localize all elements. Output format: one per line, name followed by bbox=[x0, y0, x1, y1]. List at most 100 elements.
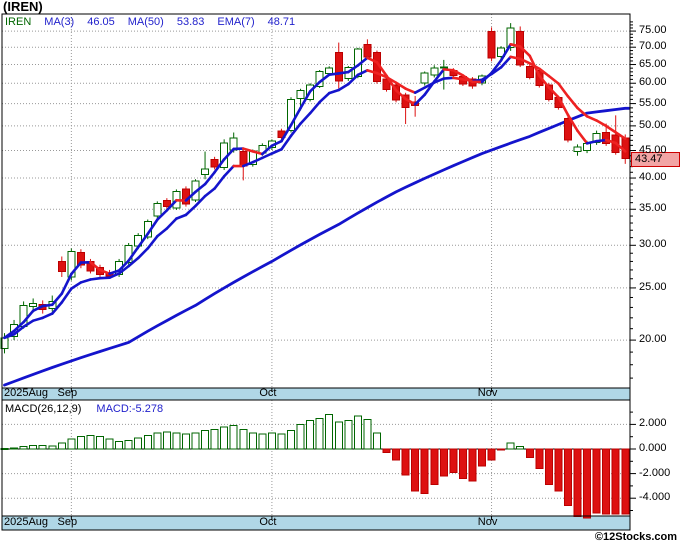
candle bbox=[334, 52, 343, 82]
candle bbox=[420, 72, 429, 84]
macd-bar-up bbox=[220, 426, 229, 450]
macd-bar-down bbox=[487, 448, 496, 461]
candle bbox=[153, 202, 162, 217]
ema7-line-segment bbox=[308, 100, 321, 115]
macd-bar-up bbox=[67, 438, 76, 450]
ma3-line-segment bbox=[327, 72, 341, 76]
ema7-line-segment bbox=[146, 234, 159, 250]
candle bbox=[296, 89, 305, 100]
macd-bar-up bbox=[191, 432, 200, 450]
macd-bar-up bbox=[201, 430, 210, 450]
macd-bar-down bbox=[449, 448, 458, 473]
site-credit: ©12Stocks.com bbox=[594, 531, 677, 543]
macd-bar-up bbox=[296, 423, 305, 450]
ma3-line-segment bbox=[528, 54, 541, 78]
ema7-line-segment bbox=[156, 227, 169, 238]
ma3-line-segment bbox=[452, 68, 465, 77]
ema7-line-segment bbox=[60, 287, 73, 304]
macd-bar-up bbox=[248, 432, 257, 450]
year-label: 2025Aug bbox=[4, 387, 49, 399]
macd-bar-down bbox=[592, 448, 601, 514]
ma3-line-segment bbox=[289, 106, 302, 127]
date-strip-lower bbox=[1, 515, 631, 531]
macd-legend-value: MACD:-5.278 bbox=[96, 403, 164, 415]
ma3-line-segment bbox=[366, 56, 379, 64]
price-tick-label: 20.00 bbox=[639, 333, 667, 346]
macd-bar-up bbox=[115, 441, 124, 450]
ema7-line-segment bbox=[98, 276, 111, 280]
macd-bar-up bbox=[0, 447, 9, 451]
ma3-line-segment bbox=[614, 141, 627, 153]
ema7-line-segment bbox=[337, 82, 350, 92]
month-label-oct: Oct bbox=[259, 516, 277, 528]
ema7-line-segment bbox=[566, 95, 579, 110]
ma3-line-segment bbox=[480, 71, 493, 84]
ema7-line-segment bbox=[346, 73, 360, 86]
candle bbox=[201, 168, 210, 176]
ema7-line-segment bbox=[356, 69, 369, 77]
ema7-line-segment bbox=[70, 281, 83, 290]
macd-panel-border bbox=[1, 399, 631, 517]
ma3-line-segment bbox=[108, 269, 121, 276]
ema7-line-segment bbox=[404, 87, 417, 94]
ema7-line-segment bbox=[251, 156, 264, 164]
month-label-nov: Nov bbox=[477, 516, 498, 528]
legend-ma50-label: MA(50) bbox=[127, 16, 164, 28]
price-tick-label: 45.00 bbox=[639, 143, 667, 156]
ma3-line-segment bbox=[308, 80, 321, 93]
candle bbox=[29, 302, 38, 307]
ema7-line-segment bbox=[518, 57, 532, 65]
price-tick-label: 50.00 bbox=[639, 118, 667, 131]
legend-ema7-label: EMA(7) bbox=[217, 16, 255, 28]
macd-bar-up bbox=[516, 446, 525, 450]
macd-bar-up bbox=[353, 415, 362, 450]
ma3-line-segment bbox=[566, 113, 579, 133]
ema7-line-segment bbox=[12, 325, 25, 336]
ema7-line-segment bbox=[241, 160, 255, 168]
ma3-line-segment bbox=[394, 89, 407, 101]
candle bbox=[430, 67, 439, 76]
macd-bar-up bbox=[86, 434, 95, 450]
ema7-line-segment bbox=[452, 76, 465, 81]
ema7-line-segment bbox=[499, 55, 512, 69]
macd-bar-down bbox=[535, 448, 544, 470]
ema7-line-segment bbox=[203, 187, 216, 198]
ma3-line-segment bbox=[50, 292, 64, 307]
overlay-legend: IREN MA(3) 46.05 MA(50) 53.83 EMA(7) 48.… bbox=[5, 16, 295, 28]
macd-bar-up bbox=[372, 432, 381, 450]
macd-bar-up bbox=[306, 420, 315, 450]
ma3-line-segment bbox=[41, 303, 54, 308]
ma3-line-segment bbox=[413, 93, 427, 106]
legend-symbol: IREN bbox=[5, 16, 32, 28]
macd-bar-down bbox=[411, 448, 420, 492]
macd-bar-down bbox=[497, 448, 506, 451]
candle bbox=[162, 200, 171, 208]
candle bbox=[487, 30, 496, 59]
ema7-line-segment bbox=[394, 81, 407, 90]
ma3-line-segment bbox=[385, 74, 398, 92]
ema7-line-segment bbox=[50, 301, 64, 315]
date-strip-upper bbox=[1, 387, 631, 401]
macd-bar-down bbox=[458, 448, 467, 480]
candle bbox=[325, 67, 334, 74]
ema7-line-segment bbox=[299, 111, 312, 125]
macd-bar-down bbox=[439, 448, 448, 477]
ema7-line-segment bbox=[595, 119, 608, 128]
legend-ma3-label: MA(3) bbox=[44, 16, 75, 28]
ma3-line-segment bbox=[604, 138, 618, 145]
macd-bar-up bbox=[267, 432, 276, 450]
ma3-line-segment bbox=[576, 129, 589, 145]
ma3-line-segment bbox=[585, 139, 598, 145]
macd-legend: MACD(26,12,9) MACD:-5.278 bbox=[5, 403, 163, 415]
ema7-line-segment bbox=[537, 67, 551, 78]
ma3-line-segment bbox=[432, 68, 446, 83]
macd-bar-up bbox=[287, 430, 295, 450]
candle bbox=[525, 66, 534, 78]
price-tick-label: 35.00 bbox=[639, 202, 667, 215]
candle bbox=[363, 44, 372, 58]
macd-bar-up bbox=[143, 434, 152, 450]
macd-bar-up bbox=[153, 432, 162, 450]
ma3-line-segment bbox=[127, 245, 140, 262]
ema7-line-segment bbox=[22, 319, 35, 329]
